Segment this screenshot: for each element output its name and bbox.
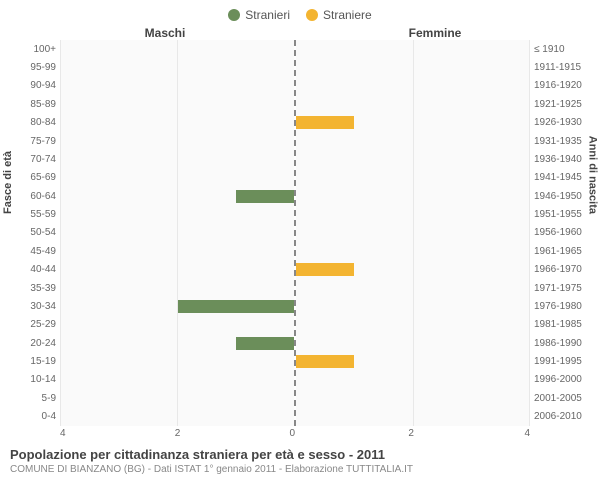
y-axis-label-left: Fasce di età: [2, 151, 14, 214]
age-tick: 75-79: [10, 136, 56, 147]
bar-male: [178, 300, 295, 313]
x-tick: 4: [524, 428, 530, 439]
legend: Stranieri Straniere: [10, 8, 590, 22]
bars-female: [296, 40, 530, 426]
x-axis-right: 24: [295, 428, 530, 439]
age-tick: 15-19: [10, 356, 56, 367]
birthyear-tick: 1926-1930: [534, 117, 590, 128]
header-male: Maschi: [10, 26, 270, 40]
birthyear-tick: 1996-2000: [534, 374, 590, 385]
x-tick: 4: [60, 428, 66, 439]
age-tick: 35-39: [10, 283, 56, 294]
header-female: Femmine: [330, 26, 590, 40]
birthyear-tick: 1946-1950: [534, 191, 590, 202]
column-headers: Maschi Femmine: [10, 26, 590, 40]
birthyear-tick: 1936-1940: [534, 154, 590, 165]
pyramid-chart: Stranieri Straniere Maschi Femmine Fasce…: [0, 0, 600, 500]
age-tick: 100+: [10, 44, 56, 55]
age-tick: 0-4: [10, 411, 56, 422]
birthyear-tick: ≤ 1910: [534, 44, 590, 55]
age-tick: 90-94: [10, 80, 56, 91]
x-tick: 2: [408, 428, 414, 439]
bar-female: [296, 263, 354, 276]
age-tick: 55-59: [10, 209, 56, 220]
birthyear-tick: 1966-1970: [534, 264, 590, 275]
birthyear-tick: 1921-1925: [534, 99, 590, 110]
age-tick: 20-24: [10, 338, 56, 349]
legend-label-female: Straniere: [323, 8, 372, 22]
age-tick: 50-54: [10, 227, 56, 238]
legend-label-male: Stranieri: [245, 8, 290, 22]
birthyear-tick: 1971-1975: [534, 283, 590, 294]
age-tick: 85-89: [10, 99, 56, 110]
bar-female: [296, 355, 354, 368]
x-axis: 420 24: [10, 428, 590, 439]
birthyear-tick: 1941-1945: [534, 172, 590, 183]
legend-swatch-female: [306, 9, 318, 21]
age-tick: 80-84: [10, 117, 56, 128]
birthyear-tick: 1951-1955: [534, 209, 590, 220]
legend-item-male: Stranieri: [228, 8, 290, 22]
plot-area: Fasce di età 100+95-9990-9485-8980-8475-…: [10, 40, 590, 426]
age-tick: 65-69: [10, 172, 56, 183]
x-axis-left: 420: [60, 428, 295, 439]
chart-title: Popolazione per cittadinanza straniera p…: [10, 447, 590, 462]
bars-male: [60, 40, 294, 426]
y-axis-right: ≤ 1910 1911-1915 1916-1920 1921-1925 1926-19…: [530, 40, 590, 426]
birthyear-tick: 1911-1915: [534, 62, 590, 73]
birthyear-tick: 1981-1985: [534, 319, 590, 330]
legend-swatch-male: [228, 9, 240, 21]
birthyear-tick: 1931-1935: [534, 136, 590, 147]
age-tick: 60-64: [10, 191, 56, 202]
age-tick: 5-9: [10, 393, 56, 404]
age-tick: 95-99: [10, 62, 56, 73]
birthyear-tick: 1961-1965: [534, 246, 590, 257]
bar-male: [236, 190, 294, 203]
birthyear-tick: 2006-2010: [534, 411, 590, 422]
y-axis-left: 100+ 95-99 90-94 85-89 80-84 75-79 70-74 65-69 6…: [10, 40, 60, 426]
y-axis-label-right: Anni di nascita: [586, 136, 598, 214]
age-tick: 40-44: [10, 264, 56, 275]
age-tick: 30-34: [10, 301, 56, 312]
chart-subtitle: COMUNE DI BIANZANO (BG) - Dati ISTAT 1° …: [10, 464, 590, 475]
legend-item-female: Straniere: [306, 8, 372, 22]
age-tick: 70-74: [10, 154, 56, 165]
age-tick: 45-49: [10, 246, 56, 257]
bar-female: [296, 116, 354, 129]
birthyear-tick: 1956-1960: [534, 227, 590, 238]
age-tick: 25-29: [10, 319, 56, 330]
birthyear-tick: 1991-1995: [534, 356, 590, 367]
birthyear-tick: 2001-2005: [534, 393, 590, 404]
birthyear-tick: 1976-1980: [534, 301, 590, 312]
bar-male: [236, 337, 294, 350]
x-tick: 2: [175, 428, 181, 439]
bars-area: [60, 40, 530, 426]
birthyear-tick: 1916-1920: [534, 80, 590, 91]
birthyear-tick: 1986-1990: [534, 338, 590, 349]
age-tick: 10-14: [10, 374, 56, 385]
